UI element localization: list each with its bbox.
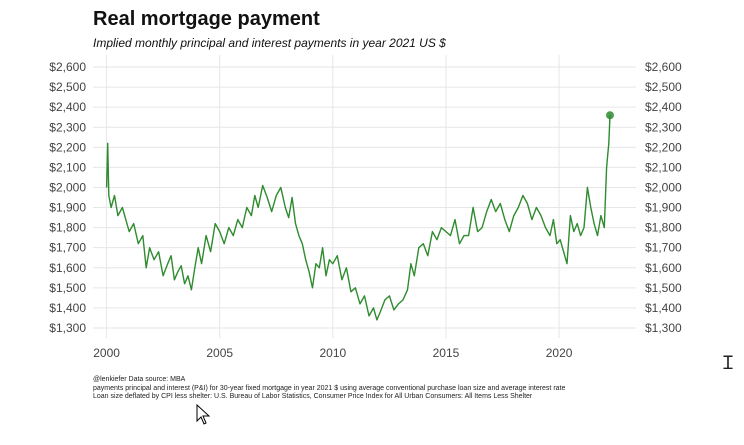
x-tick-label: 2005 xyxy=(206,346,233,360)
caption-line-3: Loan size deflated by CPI less shelter: … xyxy=(93,393,533,400)
x-tick-label: 2015 xyxy=(433,346,460,360)
y-tick-label-left: $1,300 xyxy=(49,321,86,335)
chart-title: Real mortgage payment xyxy=(93,8,320,30)
y-tick-label-left: $1,700 xyxy=(49,241,86,255)
y-tick-label-right: $1,800 xyxy=(645,221,682,235)
y-tick-label-left: $1,400 xyxy=(49,301,86,315)
y-tick-label-right: $2,100 xyxy=(645,160,682,174)
chart-caption: @lenkiefer Data source: MBA payments pri… xyxy=(93,376,565,402)
y-tick-label-left: $2,200 xyxy=(49,140,86,154)
y-tick-label-left: $1,600 xyxy=(49,261,86,275)
y-tick-label-left: $2,400 xyxy=(49,100,86,114)
y-tick-label-right: $1,700 xyxy=(645,241,682,255)
y-tick-label-left: $2,000 xyxy=(49,180,86,194)
text-cursor-icon: Ｉ xyxy=(719,353,737,374)
chart-subtitle: Implied monthly principal and interest p… xyxy=(93,36,446,50)
y-tick-label-right: $1,500 xyxy=(645,281,682,295)
last-point-marker xyxy=(605,111,614,120)
y-tick-label-left: $2,300 xyxy=(49,120,86,134)
caption-line-2: payments principal and interest (P&I) fo… xyxy=(93,384,566,392)
y-tick-label-right: $2,600 xyxy=(645,60,682,74)
y-tick-label-right: $2,000 xyxy=(645,180,682,194)
caption-line-1: @lenkiefer Data source: MBA xyxy=(93,376,186,383)
y-tick-label-right: $2,500 xyxy=(645,80,682,94)
x-tick-label: 2020 xyxy=(546,346,573,360)
y-tick-label-left: $2,600 xyxy=(49,60,86,74)
y-tick-label-right: $2,400 xyxy=(645,100,682,114)
series-line xyxy=(105,115,611,321)
y-tick-label-right: $1,400 xyxy=(645,301,682,315)
y-tick-label-left: $1,900 xyxy=(49,201,86,215)
y-tick-label-left: $2,100 xyxy=(49,160,86,174)
y-tick-label-right: $2,300 xyxy=(645,120,682,134)
x-tick-label: 2010 xyxy=(319,346,346,360)
x-tick-label: 2000 xyxy=(93,346,120,360)
y-tick-label-left: $2,500 xyxy=(49,80,86,94)
y-tick-label-right: $1,900 xyxy=(645,201,682,215)
y-tick-label-right: $1,300 xyxy=(645,321,682,335)
y-tick-label-left: $1,800 xyxy=(49,221,86,235)
y-tick-label-right: $1,600 xyxy=(645,261,682,275)
y-tick-label-left: $1,500 xyxy=(49,281,86,295)
y-tick-label-right: $2,200 xyxy=(645,140,682,154)
